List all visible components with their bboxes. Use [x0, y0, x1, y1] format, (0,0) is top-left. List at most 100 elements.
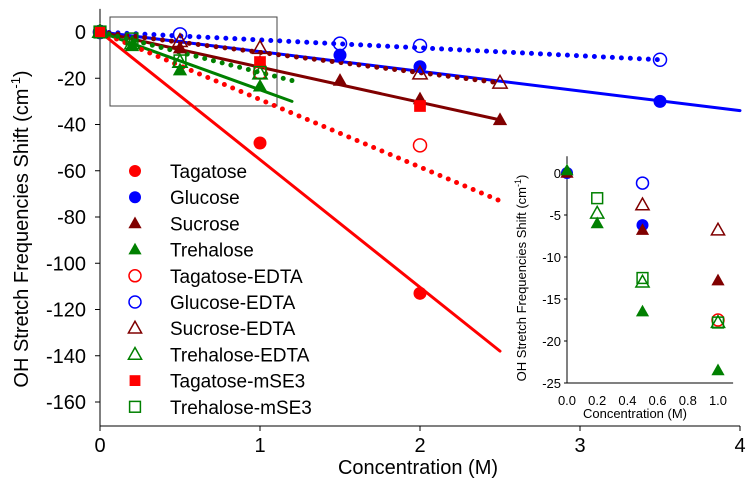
legend: Tagatose Glucose Sucrose Trehalose Tagatose-… — [127, 162, 312, 419]
legend-label: Sucrose-EDTA — [170, 319, 296, 340]
point-tagatose-edta — [412, 138, 428, 153]
inset-point-trehalose-edta — [634, 273, 651, 288]
legend-label: Tagatose-EDTA — [170, 267, 303, 288]
y-tick-label: 0 — [75, 22, 86, 44]
inset-x-tick-label: 0.4 — [618, 393, 636, 408]
x-tick-label: 4 — [734, 435, 745, 457]
point-trehalose-mse3 — [125, 32, 139, 46]
inset-y-axis-label: OH Stretch Frequencies Shift (cm-1) — [513, 175, 529, 382]
legend-label: Tagatose-mSE3 — [170, 372, 305, 393]
inset-point-trehalose — [635, 304, 650, 317]
inset-x-tick-label: 0.0 — [558, 393, 576, 408]
inset-axes: 0 -5 -10 -15 -20 -25 0.0 0.2 0.4 0.6 0.8 1.0 — [542, 156, 734, 408]
legend-marker-trehalose-mse3 — [128, 400, 142, 413]
point-trehalose-edta — [123, 34, 141, 50]
y-tick-label: -100 — [46, 253, 86, 275]
inset-x-tick-label: 1.0 — [709, 393, 727, 408]
inset-point-sucrose-edta — [710, 221, 726, 236]
point-glucose — [653, 94, 667, 108]
inset-y-tick-label: -10 — [542, 250, 561, 265]
point-glucose-edta — [172, 27, 188, 42]
inset-point-trehalose-mse3 — [591, 192, 604, 205]
inset-x-tick-label: 0.6 — [649, 393, 667, 408]
y-tick-label: -20 — [57, 68, 86, 90]
legend-marker-tagatose — [129, 165, 141, 177]
y-tick-label: -80 — [57, 207, 86, 229]
point-glucose-edta — [412, 38, 428, 54]
inset-point-trehalose — [590, 216, 604, 229]
y-tick-label: -120 — [46, 300, 86, 322]
point-tagatose — [253, 136, 267, 150]
inset-point-trehalose — [560, 163, 574, 176]
inset-y-tick-label: -5 — [549, 208, 561, 223]
inset-point-sucrose — [711, 273, 725, 286]
x-axis-label: Concentration (M) — [338, 457, 498, 479]
legend-marker-tagatose-edta — [128, 269, 142, 283]
point-glucose — [333, 48, 347, 62]
legend-marker-glucose-edta — [128, 295, 142, 309]
point-trehalose-mse3 — [253, 65, 267, 80]
y-axis-label: OH Stretch Frequencies Shift (cm-1) — [8, 70, 33, 387]
legend-marker-trehalose-edta — [127, 345, 143, 360]
inset-point-trehalose-edta — [589, 204, 606, 219]
point-trehalose-mse3 — [93, 25, 107, 39]
legend-marker-tagatose-mse3 — [129, 375, 141, 386]
inset-y-tick-label: 0 — [554, 166, 561, 181]
x-tick-label: 1 — [254, 435, 265, 457]
fit-line-tagatose — [98, 30, 502, 353]
inset-y-tick-label: -20 — [542, 334, 561, 349]
inset-point-trehalose-mse3 — [711, 316, 725, 329]
y-tick-label: -140 — [46, 346, 86, 368]
inset-x-axis-label: Concentration (M) — [583, 406, 687, 421]
legend-label: Tagatose — [170, 162, 247, 183]
inset-y-tick-label: -25 — [542, 376, 561, 391]
inset-point-trehalose — [711, 363, 725, 376]
point-sucrose-edta — [491, 73, 509, 89]
legend-marker-glucose — [129, 191, 141, 204]
legend-label: Sucrose — [170, 214, 240, 235]
point-tagatose — [413, 286, 427, 300]
inset-point-sucrose — [635, 223, 650, 235]
point-glucose-edta — [652, 52, 668, 67]
point-sucrose — [332, 73, 348, 86]
fit-line-sucrose — [98, 30, 502, 122]
legend-label: Glucose — [170, 188, 240, 209]
y-tick-label: -40 — [57, 115, 86, 137]
legend-marker-sucrose-edta — [127, 319, 143, 334]
point-sucrose-edta — [171, 32, 189, 48]
point-trehalose — [172, 62, 188, 76]
inset-points — [560, 163, 726, 376]
point-sucrose — [492, 112, 508, 126]
legend-label: Trehalose-mSE3 — [170, 398, 312, 419]
legend-label: Trehalose-EDTA — [170, 345, 310, 366]
legend-label: Trehalose — [170, 241, 254, 262]
point-trehalose — [252, 78, 268, 92]
point-sucrose-edta — [411, 64, 429, 80]
point-trehalose-mse3 — [173, 54, 187, 68]
point-tagatose-mse3 — [414, 100, 426, 112]
x-tick-label: 0 — [94, 435, 105, 457]
fit-line-trehalose-edta — [97, 29, 295, 84]
inset-point-sucrose-edta — [634, 196, 651, 211]
x-tick-label: 2 — [414, 435, 425, 457]
y-tick-label: -60 — [57, 161, 86, 183]
point-glucose-edta — [332, 36, 348, 51]
inset-y-tick-label: -15 — [542, 292, 561, 307]
inset-point-trehalose-mse3 — [636, 271, 649, 285]
point-tagatose-mse3 — [94, 26, 106, 38]
inset-x-tick-label: 0.8 — [679, 393, 697, 408]
main-points — [91, 22, 668, 300]
point-tagatose-mse3 — [254, 56, 266, 68]
fit-line-glucose-edta — [97, 29, 663, 63]
legend-marker-sucrose — [128, 216, 142, 229]
y-tick-label: -160 — [46, 392, 86, 414]
x-tick-label: 3 — [574, 435, 585, 457]
point-sucrose-edta — [251, 39, 269, 55]
fit-line-tagatose-edta — [97, 29, 503, 204]
legend-label: Glucose-EDTA — [170, 293, 296, 314]
inset-point-glucose-edta — [635, 176, 650, 190]
legend-marker-trehalose — [128, 242, 142, 255]
inset-x-tick-label: 0.2 — [588, 393, 606, 408]
